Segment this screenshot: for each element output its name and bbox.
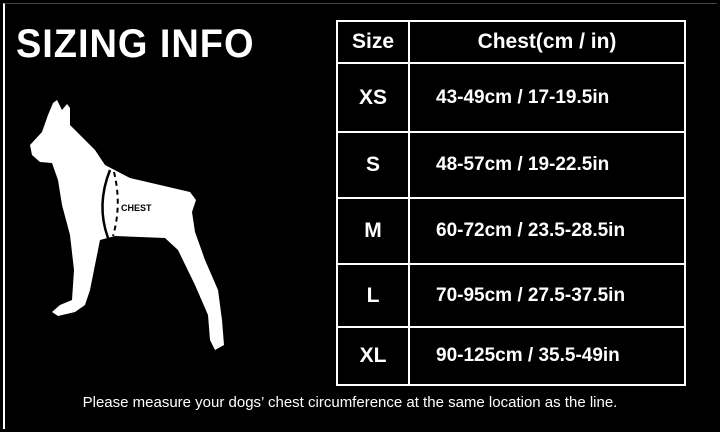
table-row: L 70-95cm / 27.5-37.5in — [336, 263, 686, 328]
table-header: Size Chest(cm / in) — [336, 20, 686, 64]
header-chest: Chest(cm / in) — [408, 20, 686, 64]
page-title: SIZING INFO — [16, 22, 255, 66]
chest-cell: 70-95cm / 27.5-37.5in — [408, 263, 686, 328]
header-size: Size — [336, 20, 410, 64]
chest-cell: 43-49cm / 17-19.5in — [408, 62, 686, 133]
chest-label: CHEST — [121, 203, 152, 213]
frame-border — [3, 3, 717, 429]
table-row: M 60-72cm / 23.5-28.5in — [336, 197, 686, 265]
measurement-note: Please measure your dogs’ chest circumfe… — [82, 394, 618, 411]
chest-cell: 90-125cm / 35.5-49in — [408, 326, 686, 386]
size-cell: XS — [336, 62, 410, 133]
table-row: S 48-57cm / 19-22.5in — [336, 131, 686, 199]
table-row: XS 43-49cm / 17-19.5in — [336, 62, 686, 133]
size-cell: L — [336, 263, 410, 328]
chest-cell: 48-57cm / 19-22.5in — [408, 131, 686, 199]
size-table: Size Chest(cm / in) XS 43-49cm / 17-19.5i… — [336, 20, 686, 386]
chest-cell: 60-72cm / 23.5-28.5in — [408, 197, 686, 265]
size-cell: M — [336, 197, 410, 265]
table-row: XL 90-125cm / 35.5-49in — [336, 326, 686, 386]
size-cell: S — [336, 131, 410, 199]
dog-silhouette-icon — [30, 100, 224, 350]
size-cell: XL — [336, 326, 410, 386]
